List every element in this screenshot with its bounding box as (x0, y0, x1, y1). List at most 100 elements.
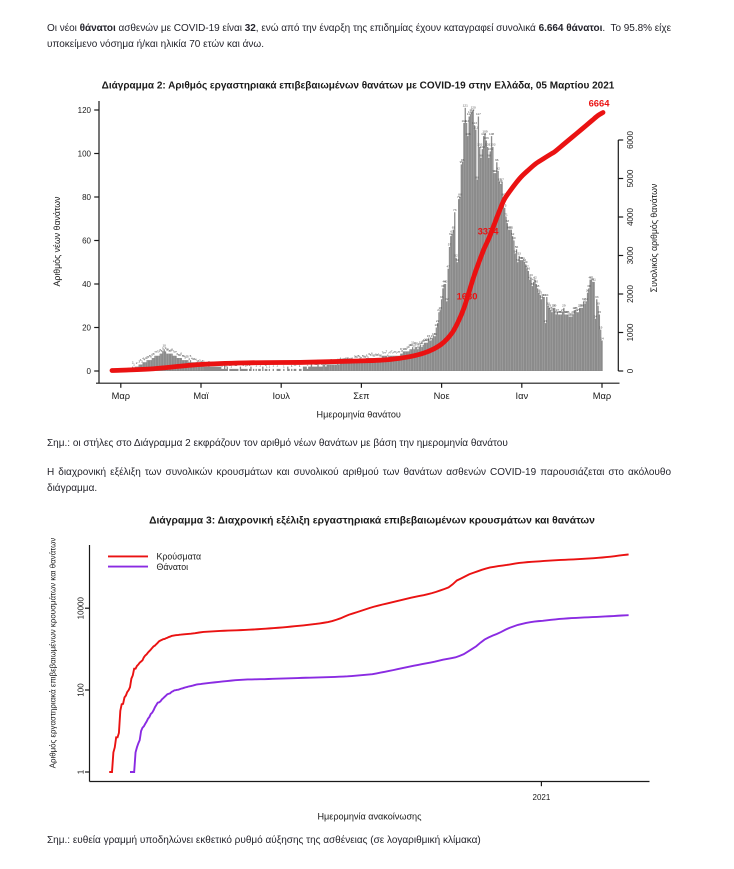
svg-text:29: 29 (553, 304, 557, 308)
svg-text:4: 4 (347, 357, 349, 361)
svg-text:25: 25 (570, 312, 574, 316)
svg-text:47: 47 (446, 264, 450, 268)
svg-text:50: 50 (516, 258, 520, 262)
svg-text:65: 65 (507, 225, 511, 229)
svg-text:7: 7 (157, 350, 159, 354)
svg-text:50: 50 (456, 258, 460, 262)
svg-text:6: 6 (178, 353, 180, 357)
svg-text:6: 6 (387, 354, 389, 358)
svg-text:26: 26 (557, 310, 561, 314)
svg-text:6000: 6000 (626, 131, 635, 149)
svg-text:120: 120 (471, 106, 476, 110)
svg-text:91: 91 (492, 169, 496, 173)
svg-text:121: 121 (463, 104, 468, 108)
svg-text:5: 5 (358, 354, 360, 358)
svg-text:Μαρ: Μαρ (112, 391, 130, 401)
svg-text:3: 3 (140, 358, 142, 362)
svg-text:108: 108 (481, 132, 486, 136)
svg-text:4000: 4000 (626, 208, 635, 226)
svg-text:10: 10 (412, 343, 416, 347)
svg-text:43: 43 (529, 273, 533, 277)
svg-text:6: 6 (374, 353, 376, 357)
svg-text:33: 33 (540, 295, 544, 299)
svg-text:41: 41 (592, 278, 596, 282)
svg-text:27: 27 (556, 308, 560, 312)
svg-text:98: 98 (479, 154, 483, 158)
svg-text:26: 26 (566, 310, 570, 314)
svg-text:6: 6 (379, 353, 381, 357)
svg-text:7: 7 (388, 351, 390, 355)
svg-text:1: 1 (283, 364, 285, 368)
svg-text:47: 47 (525, 264, 529, 268)
svg-text:1: 1 (299, 364, 301, 368)
svg-text:98: 98 (487, 154, 491, 158)
svg-text:Διάγραμμα 3: Διαχρονική εξέλιξ: Διάγραμμα 3: Διαχρονική εξέλιξη εργαστηρ… (149, 516, 595, 527)
svg-text:Κρούσματα: Κρούσματα (157, 552, 202, 562)
svg-text:111: 111 (473, 125, 478, 129)
svg-text:14: 14 (428, 336, 432, 340)
svg-text:Ιαν: Ιαν (515, 391, 528, 401)
svg-text:1: 1 (266, 364, 268, 368)
svg-text:7: 7 (386, 349, 388, 353)
svg-text:42: 42 (533, 275, 537, 279)
svg-text:1000: 1000 (626, 323, 635, 341)
svg-text:12: 12 (419, 340, 423, 344)
svg-text:7: 7 (382, 351, 384, 355)
svg-text:2: 2 (136, 361, 138, 365)
svg-text:118: 118 (468, 110, 473, 114)
svg-text:92: 92 (496, 167, 500, 171)
svg-text:7: 7 (397, 350, 399, 354)
svg-text:5: 5 (364, 355, 366, 359)
svg-text:6: 6 (180, 352, 182, 356)
svg-text:8: 8 (171, 348, 173, 352)
svg-text:8: 8 (159, 348, 161, 352)
svg-text:Μαρ: Μαρ (593, 391, 611, 401)
svg-text:27: 27 (575, 308, 579, 312)
svg-text:108: 108 (489, 132, 494, 136)
svg-text:7: 7 (396, 351, 398, 355)
svg-text:30: 30 (596, 301, 600, 305)
svg-text:29: 29 (548, 304, 552, 308)
svg-text:6: 6 (176, 352, 178, 356)
svg-text:5: 5 (361, 356, 363, 360)
svg-text:13: 13 (425, 338, 429, 342)
svg-text:8: 8 (401, 349, 403, 353)
svg-text:8: 8 (400, 347, 402, 351)
svg-text:102: 102 (480, 145, 485, 149)
svg-text:16: 16 (433, 332, 437, 336)
svg-text:32: 32 (445, 297, 449, 301)
svg-text:5: 5 (182, 354, 184, 358)
svg-text:29: 29 (552, 304, 556, 308)
svg-text:73: 73 (453, 208, 457, 212)
svg-text:4: 4 (142, 356, 144, 360)
svg-text:10: 10 (408, 343, 412, 347)
svg-text:42: 42 (588, 275, 592, 279)
svg-text:62: 62 (449, 232, 453, 236)
svg-text:57: 57 (448, 243, 452, 247)
svg-text:91: 91 (494, 169, 498, 173)
svg-text:28: 28 (573, 306, 577, 310)
svg-text:7: 7 (392, 351, 394, 355)
svg-text:9: 9 (408, 345, 410, 349)
svg-text:41: 41 (532, 278, 536, 282)
svg-text:119: 119 (469, 108, 474, 112)
svg-text:5: 5 (146, 355, 148, 359)
svg-text:106: 106 (484, 136, 489, 140)
svg-text:27: 27 (577, 308, 581, 312)
svg-text:38: 38 (536, 284, 540, 288)
svg-text:26: 26 (571, 310, 575, 314)
svg-text:7: 7 (383, 351, 385, 355)
svg-text:29: 29 (562, 304, 566, 308)
svg-text:4: 4 (346, 356, 348, 360)
svg-text:10: 10 (162, 343, 166, 347)
svg-text:103: 103 (477, 143, 482, 147)
svg-text:6: 6 (371, 352, 373, 356)
svg-text:9: 9 (407, 346, 409, 350)
svg-text:0: 0 (87, 367, 92, 376)
svg-text:3374: 3374 (478, 226, 500, 237)
svg-text:38: 38 (587, 284, 591, 288)
svg-text:8: 8 (161, 349, 163, 353)
svg-text:120: 120 (78, 106, 92, 115)
svg-text:101: 101 (488, 147, 493, 151)
svg-text:11: 11 (411, 341, 414, 345)
